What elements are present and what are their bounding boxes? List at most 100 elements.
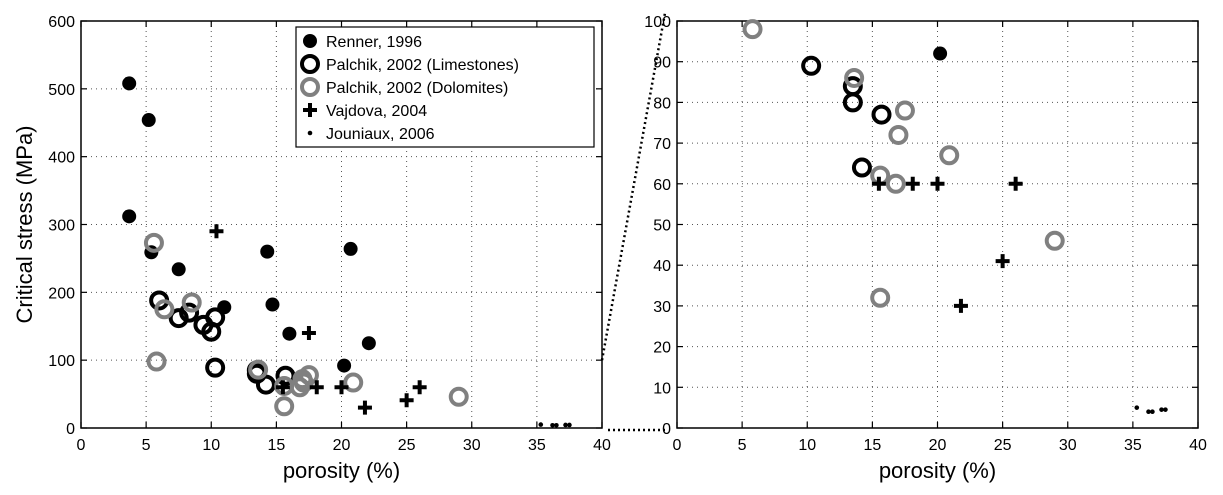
data-point [844, 67, 865, 88]
data-point [181, 292, 202, 313]
y-tick-label: 60 [653, 177, 671, 194]
y-tick-label: 500 [48, 82, 75, 99]
series-vajdova-2004 [209, 224, 427, 415]
y-tick-label: 80 [653, 95, 671, 112]
y-tick-label: 100 [644, 14, 671, 31]
y-tick-label: 20 [653, 340, 671, 357]
x-tick-label: 20 [333, 437, 351, 454]
data-point [801, 55, 822, 76]
data-point [871, 176, 886, 191]
data-point [1159, 407, 1164, 412]
data-point [894, 100, 915, 121]
data-point [871, 104, 892, 125]
data-point [275, 380, 290, 395]
data-point [122, 76, 137, 91]
data-point [885, 173, 906, 194]
legend-label: Vajdova, 2004 [326, 103, 427, 120]
y-tick-label: 40 [653, 258, 671, 275]
x-tick-label: 20 [929, 437, 947, 454]
data-point [550, 422, 555, 428]
legend-box [295, 26, 595, 148]
data-point [448, 386, 469, 407]
right-chart-panel: 0 5 10 15 20 25 30 35 400102030405060708090100po… [644, 14, 1207, 483]
data-point [260, 244, 275, 259]
y-tick-label: 0 [662, 421, 671, 438]
y-tick-label: 0 [66, 421, 75, 438]
x-tick-label: 40 [593, 437, 611, 454]
zoom-connector [600, 12, 667, 432]
data-point [334, 380, 349, 395]
data-point [742, 19, 763, 40]
x-tick-label: 35 [1124, 437, 1142, 454]
data-point [357, 400, 372, 415]
data-point [343, 372, 364, 393]
legend-label: Jouniaux, 2006 [326, 126, 435, 143]
data-point [255, 374, 276, 395]
left-chart-panel: 0 5 10 15 20 25 30 35 400100200300400500600poros… [12, 14, 611, 483]
data-point [205, 357, 226, 378]
y-tick-label: 10 [653, 380, 671, 397]
legend-marker [307, 130, 313, 136]
data-point [933, 46, 948, 61]
data-point [554, 422, 559, 428]
data-point [122, 209, 137, 224]
data-point [563, 422, 568, 428]
y-tick-label: 600 [48, 14, 75, 31]
data-point [309, 380, 324, 395]
y-tick-label: 400 [48, 150, 75, 167]
series-palchik-2002-dolomites [742, 19, 1065, 308]
legend-label: Palchik, 2002 (Dolomites) [326, 80, 508, 97]
data-point [146, 351, 167, 372]
series-palchik-2002-limestones [801, 55, 892, 178]
data-point [343, 241, 358, 256]
data-point [939, 145, 960, 166]
data-point [1134, 405, 1140, 410]
data-point [1146, 409, 1151, 415]
data-point [337, 358, 352, 373]
data-point [143, 232, 164, 253]
y-tick-label: 100 [48, 353, 75, 370]
y-tick-label: 30 [653, 299, 671, 316]
data-point [538, 422, 544, 427]
data-point [888, 124, 909, 145]
data-point [851, 157, 872, 178]
legend-marker [300, 54, 320, 74]
x-tick-label: 15 [267, 437, 285, 454]
x-tick-label: 40 [1189, 437, 1207, 454]
y-tick-label: 300 [48, 218, 75, 235]
x-tick-label: 25 [398, 437, 416, 454]
legend-label: Palchik, 2002 (Limestones) [326, 57, 519, 74]
data-point [870, 287, 891, 308]
data-point [953, 298, 968, 313]
x-tick-label: 10 [202, 437, 220, 454]
legend-marker [303, 103, 317, 117]
data-point [179, 302, 200, 323]
data-point [205, 307, 226, 328]
x-tick-label: 5 [738, 437, 747, 454]
data-point [265, 297, 280, 312]
x-tick-label: 5 [142, 437, 151, 454]
data-point [399, 393, 414, 408]
y-tick-label: 50 [653, 218, 671, 235]
y-tick-label: 70 [653, 136, 671, 153]
y-axis-label: Critical stress (MPa) [12, 125, 37, 323]
data-point [274, 396, 295, 417]
data-point [168, 308, 189, 329]
series-jouniaux-2006 [538, 422, 572, 428]
data-point [209, 224, 224, 239]
x-tick-label: 25 [994, 437, 1012, 454]
data-point [301, 326, 316, 341]
data-point [141, 113, 156, 128]
x-tick-label: 15 [863, 437, 881, 454]
series-vajdova-2004 [871, 176, 1023, 313]
series-palchik-2002-dolomites [143, 232, 469, 417]
x-axis-label: porosity (%) [879, 458, 996, 483]
data-point [1044, 230, 1065, 251]
y-tick-label: 200 [48, 285, 75, 302]
x-tick-label: 0 [673, 437, 682, 454]
data-point [842, 92, 863, 113]
data-point [412, 380, 427, 395]
data-point [930, 176, 945, 191]
x-tick-label: 35 [528, 437, 546, 454]
